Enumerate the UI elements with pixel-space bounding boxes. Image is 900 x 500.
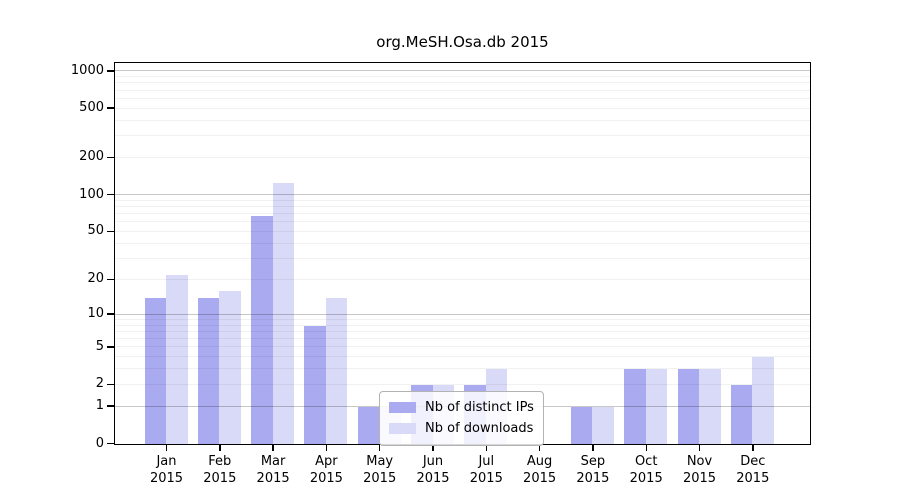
x-tick-mark xyxy=(645,445,647,451)
x-tick-mark xyxy=(538,445,541,451)
y-tick-mark xyxy=(107,107,114,109)
x-tick-mark xyxy=(219,445,221,451)
chart-title: org.MeSH.Osa.db 2015 xyxy=(376,33,549,51)
x-tick-mark xyxy=(485,445,487,451)
legend-label-downloads: Nb of downloads xyxy=(425,421,534,436)
bar-downloads-nov xyxy=(699,369,721,444)
y-tick-mark xyxy=(107,278,114,280)
y-tick-mark xyxy=(107,383,114,385)
legend-label-distinct-ips: Nb of distinct IPs xyxy=(425,400,534,415)
y-tick-mark xyxy=(107,193,114,196)
x-tick-label: May 2015 xyxy=(363,454,397,486)
x-tick-mark xyxy=(325,445,328,451)
x-tick-label: Jun 2015 xyxy=(416,454,450,486)
bar-downloads-mar xyxy=(272,183,295,444)
x-tick-mark xyxy=(165,445,168,451)
x-tick-mark xyxy=(272,445,274,451)
y-tick-mark xyxy=(107,442,114,445)
bar-distinct-ips-apr xyxy=(304,325,326,444)
legend-swatch-distinct-ips xyxy=(389,402,416,413)
y-tick-label: 2 xyxy=(95,376,104,392)
bar-downloads-dec xyxy=(752,357,774,444)
x-tick-mark xyxy=(592,445,594,451)
y-tick-label: 100 xyxy=(79,186,104,202)
bar-distinct-ips-mar xyxy=(251,215,273,444)
bar-distinct-ips-may xyxy=(357,406,380,444)
y-tick-label: 20 xyxy=(87,271,104,287)
y-tick-label: 50 xyxy=(87,223,104,239)
x-tick-mark xyxy=(752,445,754,451)
bar-downloads-feb xyxy=(219,291,241,444)
legend: Nb of distinct IPs Nb of downloads xyxy=(379,391,544,446)
x-tick-mark xyxy=(698,445,701,451)
x-tick-label: Oct 2015 xyxy=(629,454,663,486)
x-tick-label: Apr 2015 xyxy=(309,454,343,486)
bar-distinct-ips-dec xyxy=(730,384,753,444)
x-tick-label: Feb 2015 xyxy=(203,454,237,486)
bar-downloads-oct xyxy=(645,369,668,444)
y-tick-mark xyxy=(107,156,114,159)
y-tick-mark xyxy=(107,346,114,348)
bars-layer xyxy=(115,63,810,444)
legend-entry-distinct-ips: Nb of distinct IPs xyxy=(389,397,534,418)
x-tick-label: Jan 2015 xyxy=(149,454,184,486)
y-tick-label: 5 xyxy=(95,338,104,354)
legend-swatch-downloads xyxy=(389,423,416,434)
y-tick-label: 10 xyxy=(87,306,104,322)
legend-entry-downloads: Nb of downloads xyxy=(389,418,534,439)
bar-distinct-ips-oct xyxy=(624,369,646,444)
y-tick-mark xyxy=(107,70,114,72)
y-tick-mark xyxy=(107,230,114,233)
y-tick-label: 1 xyxy=(95,398,104,414)
plot-area xyxy=(114,62,811,445)
x-tick-label: Dec 2015 xyxy=(736,454,770,486)
y-tick-mark xyxy=(107,313,114,315)
x-tick-label: Sep 2015 xyxy=(576,454,610,486)
bar-distinct-ips-jan xyxy=(144,297,166,444)
y-tick-label: 200 xyxy=(79,149,104,165)
x-tick-mark xyxy=(378,445,381,451)
bar-distinct-ips-sep xyxy=(570,406,593,444)
x-tick-mark xyxy=(432,445,434,451)
x-tick-label: Nov 2015 xyxy=(682,454,717,486)
x-tick-label: Jul 2015 xyxy=(469,454,503,486)
y-tick-label: 0 xyxy=(95,435,104,451)
y-tick-mark xyxy=(107,405,114,407)
bar-distinct-ips-feb xyxy=(197,297,220,444)
bar-downloads-sep xyxy=(592,406,614,444)
bar-distinct-ips-nov xyxy=(677,369,699,444)
bar-downloads-jan xyxy=(166,274,188,444)
x-tick-label: Mar 2015 xyxy=(256,454,290,486)
y-tick-label: 500 xyxy=(79,100,104,116)
x-tick-label: Aug 2015 xyxy=(523,454,557,486)
y-tick-label: 1000 xyxy=(70,62,104,78)
bar-downloads-apr xyxy=(325,297,348,444)
